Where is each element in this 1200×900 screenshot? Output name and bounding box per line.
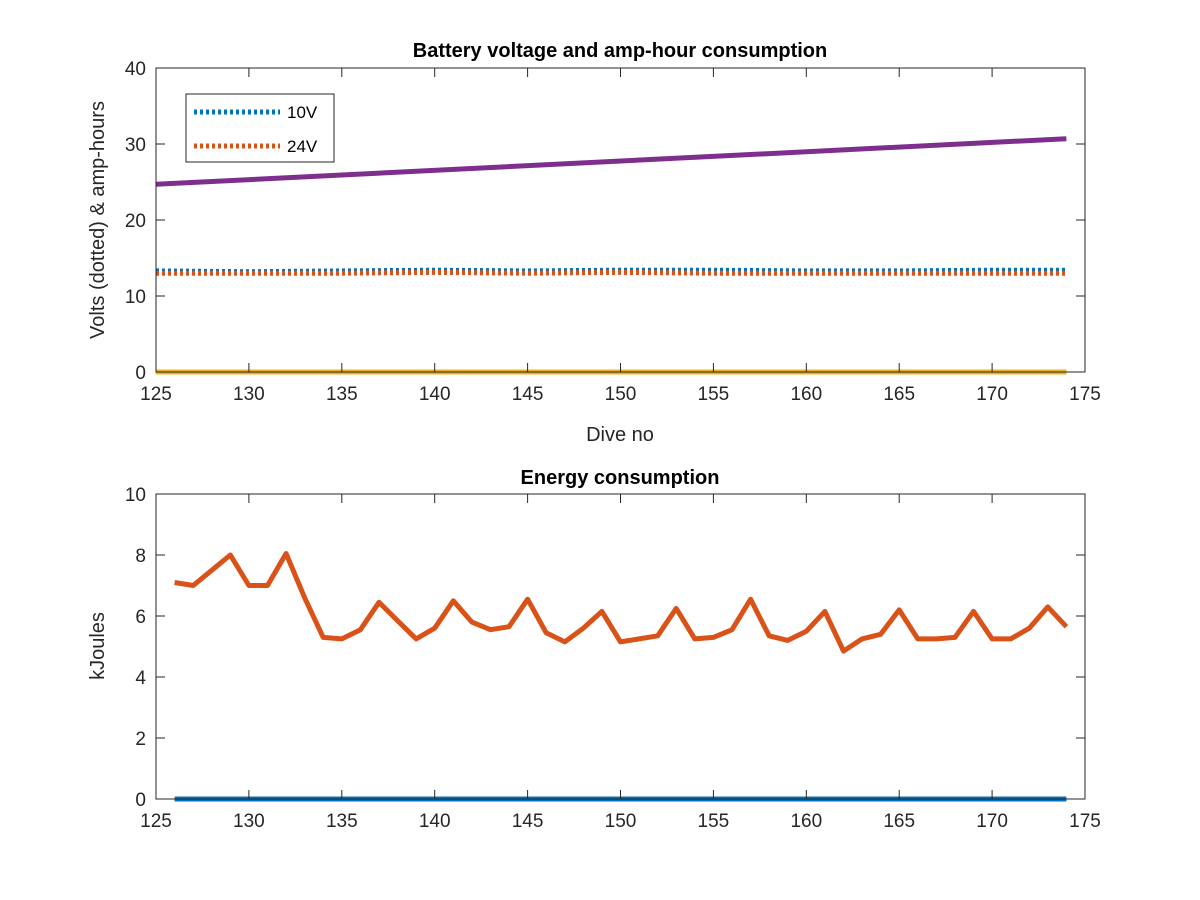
- y-tick-label: 8: [135, 546, 146, 567]
- y-tick-label: 6: [135, 607, 146, 628]
- x-tick-label: 170: [976, 384, 1008, 405]
- x-tick-label: 140: [419, 811, 451, 832]
- y-tick-label: 2: [135, 729, 146, 750]
- x-tick-label: 160: [790, 811, 822, 832]
- x-tick-label: 140: [419, 384, 451, 405]
- x-tick-label: 135: [326, 811, 358, 832]
- x-tick-label: 155: [698, 811, 730, 832]
- chart-title: Battery voltage and amp-hour consumption: [413, 40, 827, 62]
- legend-label-10v: 10V: [287, 103, 318, 122]
- x-tick-label: 175: [1069, 384, 1101, 405]
- chart-title: Energy consumption: [521, 467, 720, 489]
- x-tick-label: 165: [883, 811, 915, 832]
- figure: Battery voltage and amp-hour consumption…: [0, 0, 1200, 900]
- y-axis-label: Volts (dotted) & amp-hours: [87, 101, 109, 339]
- legend-label-24v: 24V: [287, 137, 318, 156]
- x-tick-label: 155: [698, 384, 730, 405]
- x-tick-label: 165: [883, 384, 915, 405]
- legend: 10V 24V: [186, 94, 334, 162]
- x-tick-label: 170: [976, 811, 1008, 832]
- y-tick-label: 10: [125, 287, 146, 308]
- x-tick-label: 160: [790, 384, 822, 405]
- y-axis-label: kJoules: [87, 612, 109, 680]
- y-tick-label: 0: [135, 790, 146, 811]
- x-tick-label: 150: [605, 384, 637, 405]
- y-tick-label: 20: [125, 211, 146, 232]
- x-tick-label: 125: [140, 811, 172, 832]
- x-axis-label: Dive no: [586, 424, 654, 446]
- y-tick-label: 40: [125, 59, 146, 80]
- x-tick-label: 145: [512, 384, 544, 405]
- x-tick-label: 130: [233, 811, 265, 832]
- y-tick-label: 30: [125, 135, 146, 156]
- x-tick-label: 125: [140, 384, 172, 405]
- x-tick-label: 135: [326, 384, 358, 405]
- x-tick-label: 145: [512, 811, 544, 832]
- x-tick-label: 175: [1069, 811, 1101, 832]
- x-tick-label: 130: [233, 384, 265, 405]
- y-tick-label: 10: [125, 485, 146, 506]
- x-tick-label: 150: [605, 811, 637, 832]
- y-tick-label: 0: [135, 363, 146, 384]
- y-tick-label: 4: [135, 668, 146, 689]
